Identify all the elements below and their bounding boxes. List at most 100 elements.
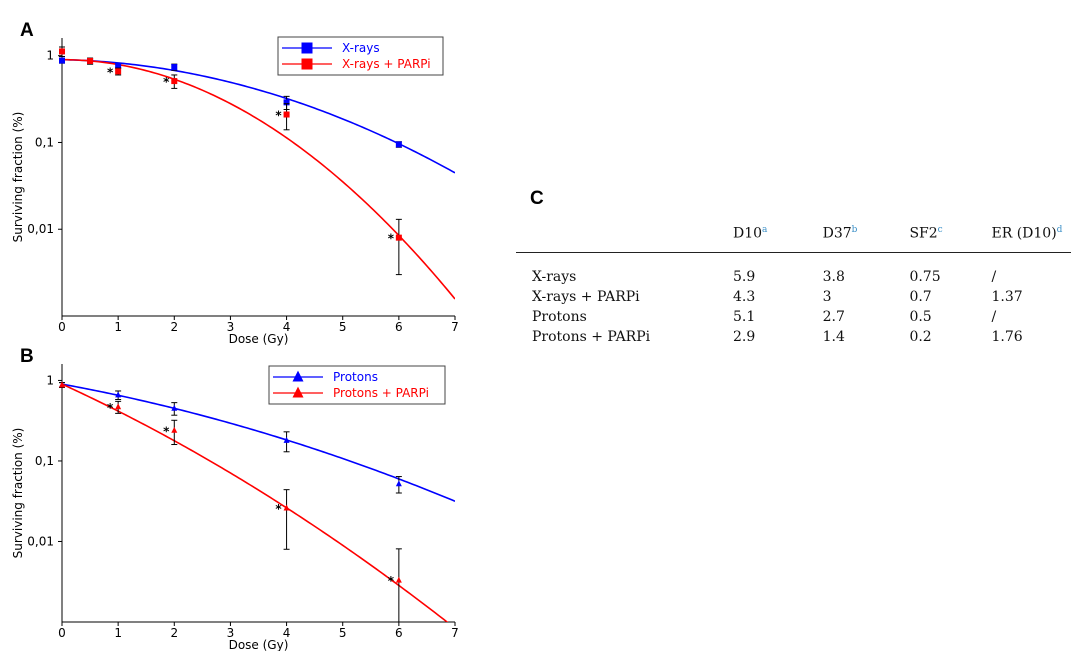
table-row: Protons 5.1 2.7 0.5 / — [516, 307, 1071, 327]
x-tick-label: 0 — [58, 626, 66, 640]
x-tick-label: 5 — [339, 626, 347, 640]
significance-star: * — [388, 574, 395, 588]
x-tick-label: 5 — [339, 320, 347, 334]
table-cell: 5.1 — [732, 308, 756, 325]
table-header-cell: D10a — [732, 219, 823, 253]
legend-label: Protons — [333, 370, 378, 384]
x-tick-label: 2 — [170, 320, 178, 334]
data-point — [283, 504, 290, 511]
table-header-cell — [516, 219, 733, 253]
significance-star: * — [275, 109, 282, 123]
y-tick-label: 0,01 — [27, 222, 54, 236]
x-tick-label: 0 — [58, 320, 66, 334]
x-tick-label: 6 — [395, 626, 403, 640]
panel-b-chart: B 0 1 2 3 4 5 6 7 1 0,1 0,01 Dose (Gy) Surviving frac… — [11, 346, 459, 651]
dose-parameters-table: D10a D37b SF2c ER (D10)d X-rays 5.9 3.8 … — [516, 219, 1071, 347]
data-point — [171, 426, 178, 433]
legend-marker — [301, 42, 313, 54]
legend-marker — [292, 370, 304, 382]
fit-curve — [62, 58, 455, 300]
table-cell: 4.3 — [732, 288, 756, 305]
significance-star: * — [275, 502, 282, 516]
significance-star: * — [388, 232, 395, 246]
data-point — [171, 404, 178, 411]
data-point — [59, 48, 65, 55]
legend-label: X-rays — [342, 41, 380, 55]
table-cell: / — [991, 308, 997, 325]
data-point — [115, 68, 122, 75]
table-cell: 3.8 — [822, 268, 845, 285]
data-point — [115, 391, 122, 398]
legend: X-rays X-rays + PARPi — [277, 36, 444, 76]
x-tick-label: 3 — [227, 320, 235, 334]
legend-label: Protons + PARPi — [333, 386, 429, 400]
y-tick-label: 1 — [46, 373, 54, 387]
fit-curve — [62, 383, 449, 622]
panel-a-chart: A 0 1 2 3 4 5 6 7 1 0,1 0,01 Dose (Gy) Surviving frac… — [11, 20, 459, 346]
table-cell: Protons + PARPi — [532, 328, 651, 345]
table-header-row: D10a D37b SF2c ER (D10)d — [516, 219, 1071, 253]
table-header-cell: SF2c — [909, 219, 992, 253]
fit-curve — [62, 383, 455, 502]
panel-letter: B — [20, 346, 34, 367]
table-cell: 0.7 — [909, 288, 932, 305]
table-cell: 2.7 — [822, 308, 845, 325]
data-point — [283, 99, 290, 106]
table-cell: 0.2 — [909, 328, 932, 345]
x-tick-label: 4 — [283, 626, 291, 640]
data-point — [395, 480, 402, 487]
significance-star: * — [107, 65, 114, 79]
table-cell: / — [991, 268, 997, 285]
table-cell: X-rays — [532, 268, 577, 285]
x-axis-title: Dose (Gy) — [229, 332, 289, 346]
significance-star: * — [163, 424, 170, 438]
data-point — [395, 234, 402, 241]
table-cell: 1.4 — [822, 328, 845, 345]
data-point — [171, 78, 178, 85]
x-tick-label: 1 — [114, 320, 122, 334]
table-cell: 1.76 — [991, 328, 1023, 345]
table-cell: 3 — [822, 288, 832, 305]
legend-marker — [292, 386, 304, 398]
table-row: Protons + PARPi 2.9 1.4 0.2 1.76 — [516, 327, 1071, 347]
x-tick-label: 3 — [227, 626, 235, 640]
table-cell: 0.5 — [909, 308, 932, 325]
table-row: X-rays 5.9 3.8 0.75 / — [516, 252, 1071, 287]
legend-marker — [301, 58, 313, 70]
x-tick-label: 4 — [283, 320, 291, 334]
y-tick-label: 1 — [46, 49, 54, 63]
legend-label: X-rays + PARPi — [342, 57, 431, 71]
table-cell: X-rays + PARPi — [532, 288, 640, 305]
data-point — [171, 64, 178, 71]
table-cell: 2.9 — [732, 328, 756, 345]
data-point — [59, 381, 65, 388]
table-cell: Protons — [532, 308, 587, 325]
y-tick-label: 0,1 — [35, 135, 54, 149]
panel-letter: A — [20, 20, 34, 41]
x-tick-label: 2 — [170, 626, 178, 640]
panel-c-letter: C — [530, 188, 544, 209]
table-row: X-rays + PARPi 4.3 3 0.7 1.37 — [516, 287, 1071, 307]
legend: Protons Protons + PARPi — [268, 365, 446, 405]
data-point — [283, 111, 290, 118]
table-cell: 1.37 — [991, 288, 1023, 305]
significance-star: * — [163, 75, 170, 89]
fit-curve — [62, 58, 455, 174]
x-tick-label: 7 — [451, 626, 459, 640]
table-header-cell: ER (D10)d — [991, 219, 1071, 253]
y-axis-title: Surviving fraction (%) — [11, 428, 25, 559]
data-point — [115, 403, 122, 410]
data-point — [395, 576, 402, 583]
table-header-cell: D37b — [822, 219, 910, 253]
y-axis-title: Surviving fraction (%) — [11, 112, 25, 243]
data-point — [115, 62, 122, 69]
significance-star: * — [107, 401, 114, 415]
table-cell: 5.9 — [732, 268, 756, 285]
data-point — [395, 141, 402, 148]
data-point — [283, 436, 290, 443]
data-point — [87, 57, 94, 64]
y-tick-label: 0,01 — [27, 534, 54, 548]
data-point — [59, 57, 65, 64]
x-tick-label: 6 — [395, 320, 403, 334]
